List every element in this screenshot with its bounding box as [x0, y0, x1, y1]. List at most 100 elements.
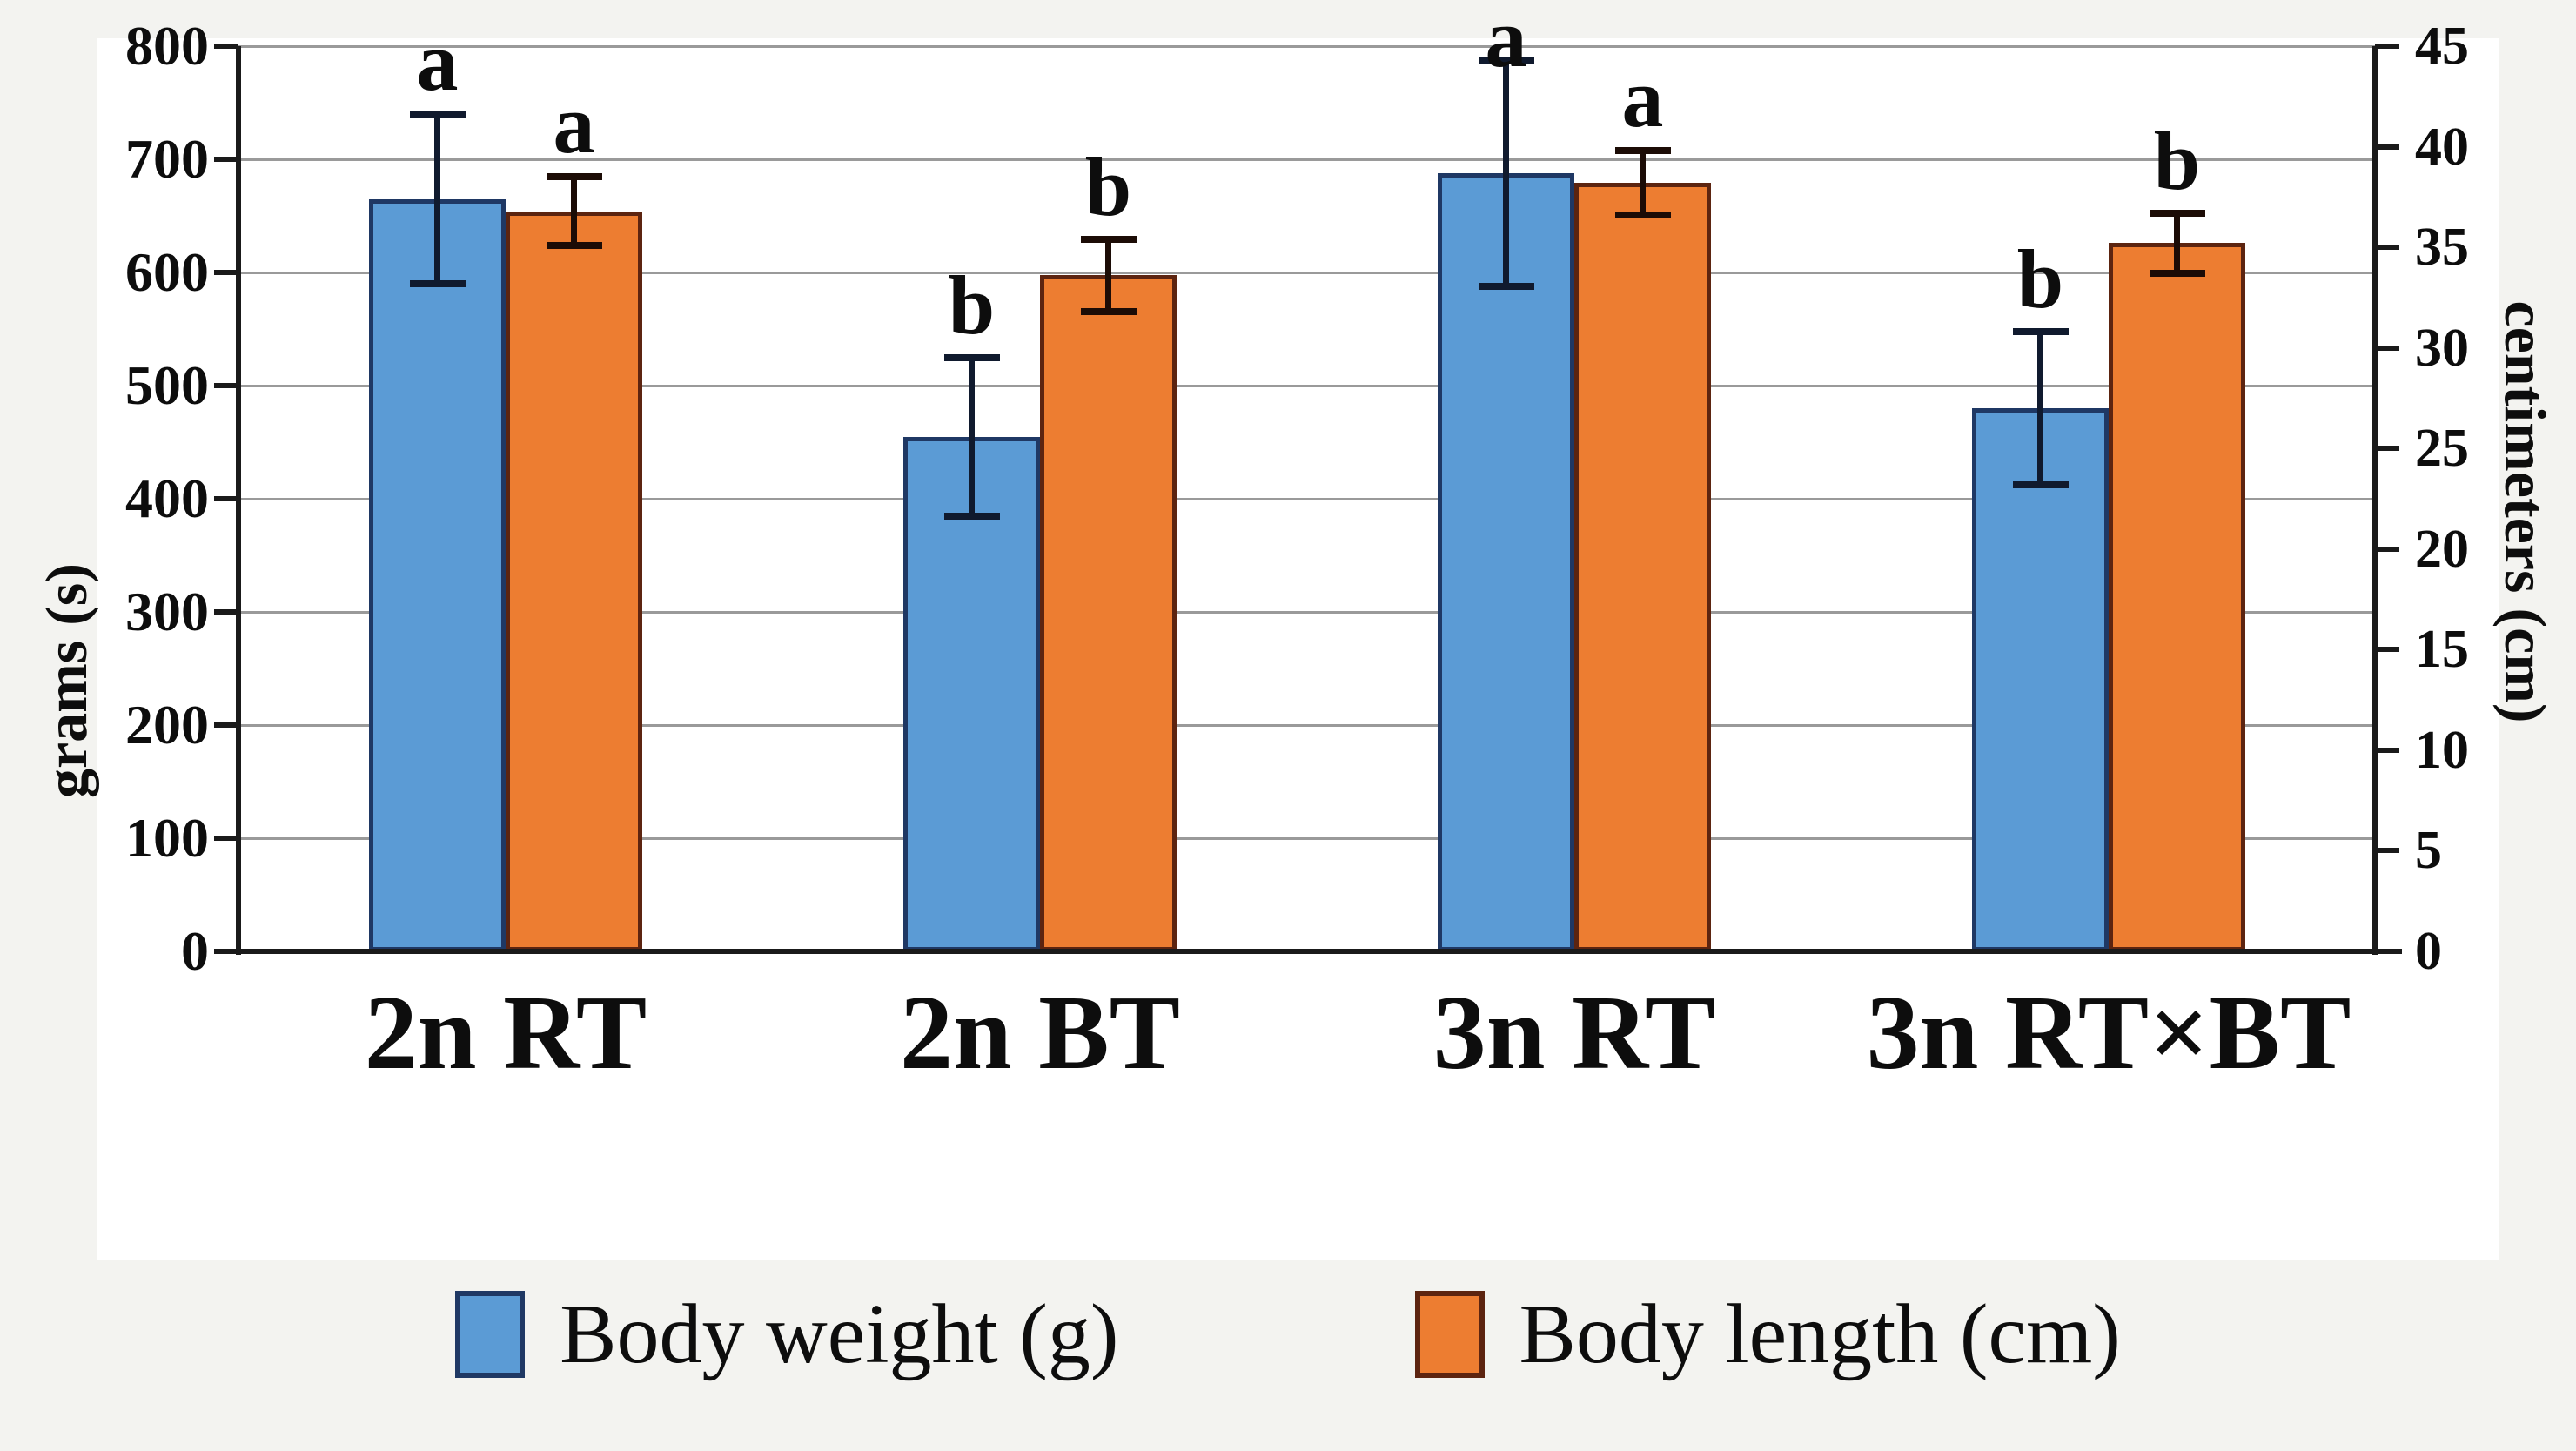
- category-label-3n RT×BT: 3n RT×BT: [1866, 974, 2351, 1092]
- left-axis-title: grams (s): [33, 562, 99, 799]
- sig-letter-a: a: [416, 15, 459, 108]
- category-label-3n RT: 3n RT: [1432, 974, 1716, 1092]
- bar-length-3n RT: [1574, 183, 1711, 951]
- right-tick-30: [2375, 345, 2399, 351]
- legend-item-body-weight: Body weight (g): [455, 1286, 1119, 1382]
- category-label-2n RT: 2n RT: [364, 974, 647, 1092]
- right-tick-label-45: 45: [2415, 17, 2469, 76]
- gridline-400: [238, 497, 2375, 500]
- sig-letter-b: b: [1084, 139, 1132, 233]
- sig-letter-a: a: [1485, 0, 1527, 84]
- left-tick-label-100: 100: [125, 807, 209, 869]
- right-tick-10: [2375, 747, 2399, 753]
- sig-letter-b: b: [2153, 113, 2201, 207]
- left-tick-100: [214, 836, 238, 841]
- left-tick-label-600: 600: [125, 241, 209, 303]
- sig-letter-a: a: [1621, 51, 1664, 145]
- left-tick-label-0: 0: [181, 920, 209, 982]
- right-tick-40: [2375, 144, 2399, 150]
- legend-swatch-body-weight-icon: [455, 1291, 526, 1378]
- error-bar-line: [1640, 151, 1646, 216]
- error-bar-cap: [943, 512, 1000, 520]
- error-bar-cap: [2149, 209, 2205, 217]
- bar-length-2n RT: [506, 211, 642, 951]
- right-tick-0: [2375, 949, 2399, 954]
- sig-letter-b: b: [948, 258, 996, 352]
- bar-length-2n BT: [1040, 275, 1177, 951]
- left-axis-line: [236, 46, 241, 955]
- right-tick-label-30: 30: [2415, 318, 2469, 378]
- left-tick-300: [214, 609, 238, 615]
- category-label-2n BT: 2n BT: [899, 974, 1181, 1092]
- gridline-700: [238, 158, 2375, 161]
- error-bar-line: [2037, 331, 2043, 486]
- bar-weight-2n BT: [903, 436, 1040, 951]
- left-tick-600: [214, 270, 238, 275]
- legend-item-body-length: Body length (cm): [1414, 1286, 2121, 1382]
- right-tick-label-40: 40: [2415, 117, 2469, 177]
- left-tick-label-400: 400: [125, 467, 209, 529]
- error-bar-line: [434, 114, 440, 284]
- error-bar-line: [1105, 238, 1111, 312]
- error-bar-cap: [1614, 212, 1671, 219]
- bar-weight-3n RT×BT: [1972, 408, 2109, 951]
- left-tick-label-800: 800: [125, 15, 209, 77]
- error-bar-line: [2174, 212, 2180, 274]
- legend-label-body-weight: Body weight (g): [560, 1287, 1119, 1381]
- right-tick-35: [2375, 245, 2399, 251]
- gridline-300: [238, 610, 2375, 614]
- right-tick-label-15: 15: [2415, 620, 2469, 680]
- gridline-200: [238, 723, 2375, 727]
- left-tick-label-500: 500: [125, 354, 209, 416]
- right-tick-15: [2375, 647, 2399, 653]
- gridline-500: [238, 384, 2375, 387]
- right-tick-label-20: 20: [2415, 519, 2469, 579]
- gridline-800: [238, 44, 2375, 48]
- x-axis-line: [236, 949, 2402, 954]
- sig-letter-b: b: [2016, 232, 2064, 326]
- left-tick-700: [214, 157, 238, 162]
- error-bar-cap: [2012, 327, 2069, 335]
- bar-weight-2n RT: [369, 198, 506, 951]
- right-tick-45: [2375, 44, 2399, 49]
- error-bar-cap: [2149, 270, 2205, 278]
- error-bar-cap: [1478, 282, 1534, 290]
- left-tick-label-200: 200: [125, 694, 209, 756]
- legend-label-body-length: Body length (cm): [1519, 1287, 2121, 1381]
- bar-length-3n RT×BT: [2109, 243, 2245, 951]
- error-bar-line: [969, 357, 975, 516]
- error-bar-cap: [1080, 308, 1137, 316]
- left-tick-label-300: 300: [125, 581, 209, 642]
- right-tick-label-0: 0: [2415, 922, 2442, 981]
- gridline-100: [238, 836, 2375, 840]
- error-bar-cap: [1080, 235, 1137, 243]
- error-bar-line: [1503, 59, 1509, 286]
- right-tick-label-10: 10: [2415, 720, 2469, 780]
- left-tick-800: [214, 44, 238, 49]
- error-bar-cap: [546, 173, 602, 181]
- right-axis-title: centimeters (cm): [2492, 300, 2559, 723]
- right-tick-20: [2375, 546, 2399, 552]
- right-axis-line: [2372, 46, 2378, 955]
- error-bar-cap: [409, 280, 466, 287]
- error-bar-line: [571, 177, 577, 245]
- bar-weight-3n RT: [1438, 172, 1574, 951]
- left-tick-200: [214, 722, 238, 728]
- right-tick-25: [2375, 446, 2399, 452]
- right-tick-label-25: 25: [2415, 419, 2469, 479]
- right-tick-label-5: 5: [2415, 821, 2442, 881]
- legend-swatch-body-length-icon: [1414, 1291, 1485, 1378]
- error-bar-cap: [2012, 481, 2069, 489]
- error-bar-cap: [409, 111, 466, 118]
- right-tick-5: [2375, 848, 2399, 854]
- left-tick-400: [214, 496, 238, 501]
- error-bar-cap: [1614, 147, 1671, 155]
- error-bar-cap: [546, 241, 602, 249]
- error-bar-cap: [1478, 56, 1534, 64]
- left-tick-500: [214, 383, 238, 388]
- right-tick-label-35: 35: [2415, 218, 2469, 278]
- error-bar-cap: [943, 353, 1000, 361]
- sig-letter-a: a: [553, 77, 595, 171]
